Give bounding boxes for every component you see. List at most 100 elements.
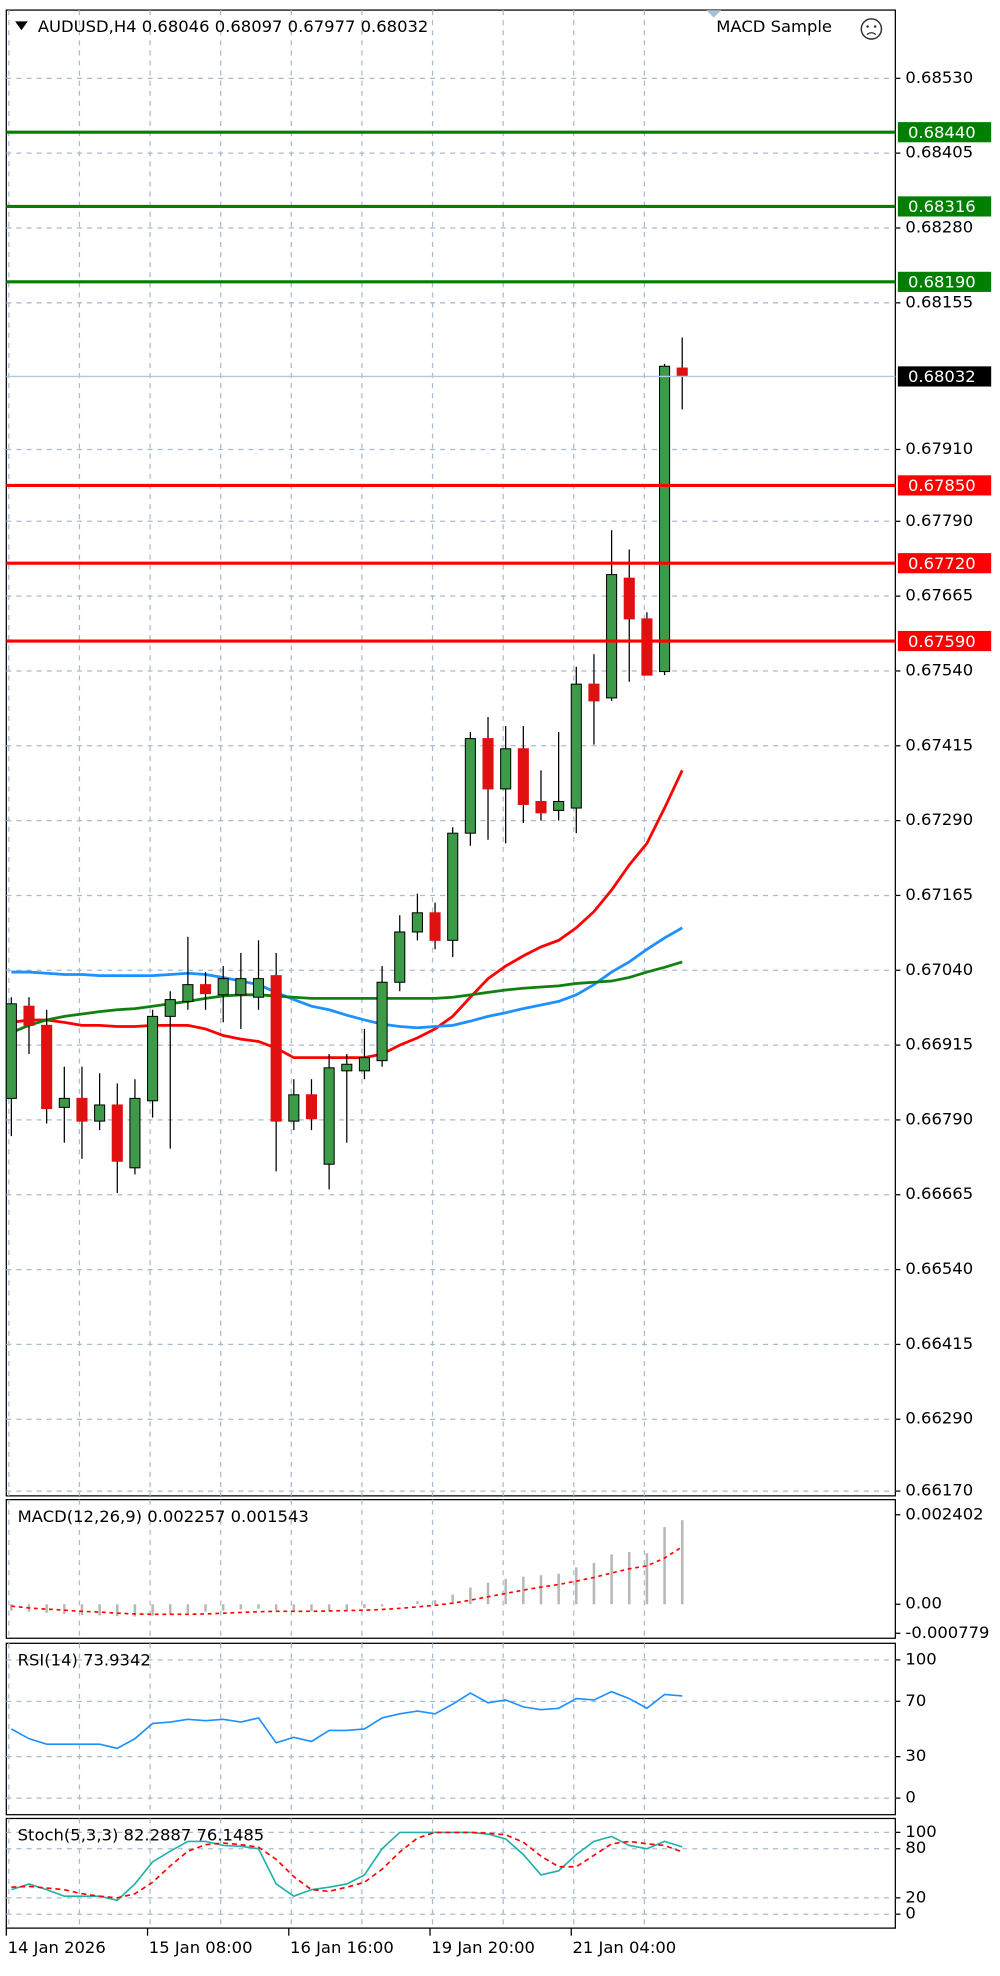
candle-body [464,738,476,834]
candle-body [553,800,565,811]
candle-body [288,1094,300,1122]
panel [5,1499,896,1639]
macd-bar [292,1604,296,1612]
macd-bar [680,1520,684,1605]
macd-bar [327,1604,331,1611]
macd-bar [345,1604,349,1610]
candle-body [217,978,229,996]
panel [5,9,896,1497]
price-level-box [897,271,992,292]
indicator-line [10,1690,683,1750]
macd-bar [186,1604,190,1614]
price-level-box [897,475,992,496]
expert-status-icon [860,18,883,40]
y-tick-label: 0.67415 [905,735,973,754]
macd-bar [10,1604,13,1611]
price-level-label: 0.67590 [908,632,976,651]
macd-bar [151,1604,154,1616]
moving-average [11,926,683,1030]
y-tick-label: 0.66665 [905,1184,973,1203]
candle-body [623,577,635,620]
y-tick-label: 0.67290 [905,810,973,829]
candle-body [23,1005,35,1026]
macd-bar [380,1604,384,1607]
candle-body [411,912,423,933]
signal-line [11,1546,683,1616]
y-tick-label: 0.002402 [905,1504,983,1523]
macd-bar [592,1562,596,1605]
candle-body [323,1067,335,1165]
y-tick-label: -0.000779 [905,1623,989,1642]
macd-bar [610,1554,613,1605]
macd-bar [557,1573,560,1605]
candle-body [482,738,494,790]
price-level-label: 0.68440 [908,123,976,142]
shift-marker [706,10,722,18]
macd-bar [451,1594,454,1605]
y-tick-label: 0 [905,1788,915,1807]
y-tick-label: 0.67910 [905,439,973,458]
price-level-box [897,122,992,143]
macd-bar [433,1600,437,1605]
candle-body [164,999,176,1017]
icon-eye [873,25,877,28]
candle-body [517,748,529,805]
y-tick-label: 0 [905,1904,915,1923]
panel [5,1817,896,1929]
y-tick-label: 0.67040 [905,960,973,979]
macd-bar [575,1567,578,1605]
y-tick-label: 30 [905,1746,926,1765]
candle-body [535,800,547,814]
price-level-box [897,553,992,574]
panel-title: RSI(14) 73.9342 [18,1650,151,1669]
y-tick-label: 0.67665 [905,586,973,605]
candle-body [147,1015,159,1102]
candle-body [394,931,406,983]
y-tick-label: 100 [905,1822,936,1841]
y-tick-label: 0.66170 [905,1481,973,1500]
icon-mouth [866,32,877,36]
y-tick-label: 0.67790 [905,511,973,530]
macd-bar [116,1604,119,1617]
candle-body [252,978,265,998]
candle-body [58,1097,70,1108]
candle-body [358,1057,370,1072]
macd-bar [398,1603,402,1605]
macd-bar [168,1604,172,1615]
y-tick-label: 0.66790 [905,1109,973,1128]
y-tick-label: 70 [905,1691,926,1710]
icon-face [860,18,883,40]
macd-bar [539,1575,543,1605]
symbol-menu-arrow[interactable] [15,21,28,31]
macd-bar [416,1601,419,1605]
candle-body [500,748,512,790]
y-tick-label: 0.66915 [905,1035,973,1054]
candle-body [182,984,194,1002]
x-tick-label: 16 Jan 16:00 [290,1938,394,1957]
price-level-box [897,366,992,387]
y-tick-label: 0.67540 [905,660,973,679]
price-level-label: 0.67720 [908,554,976,573]
x-tick-label: 19 Jan 20:00 [431,1938,535,1957]
panel-title: AUDUSD,H4 0.68046 0.68097 0.67977 0.6803… [38,17,429,36]
y-tick-label: 0.66540 [905,1259,973,1278]
icon-eye [866,25,869,28]
candle-body [570,683,582,809]
price-level-box [897,196,992,217]
y-tick-label: 0.00 [905,1594,941,1613]
price-level-label: 0.68316 [908,197,976,216]
macd-bar [133,1604,137,1617]
x-tick-label: 21 Jan 04:00 [573,1938,677,1957]
candle-body [588,683,600,702]
candle-body [305,1094,318,1120]
y-tick-label: 0.68405 [905,143,973,162]
panel-title: Stoch(5,3,3) 82.2887 76.1485 [18,1826,265,1845]
macd-bar [522,1576,525,1605]
candle-body [41,1024,53,1110]
expert-name: MACD Sample [716,17,832,36]
macd-bar [257,1604,260,1609]
x-tick-label: 15 Jan 08:00 [149,1938,253,1957]
macd-bar [80,1604,84,1616]
